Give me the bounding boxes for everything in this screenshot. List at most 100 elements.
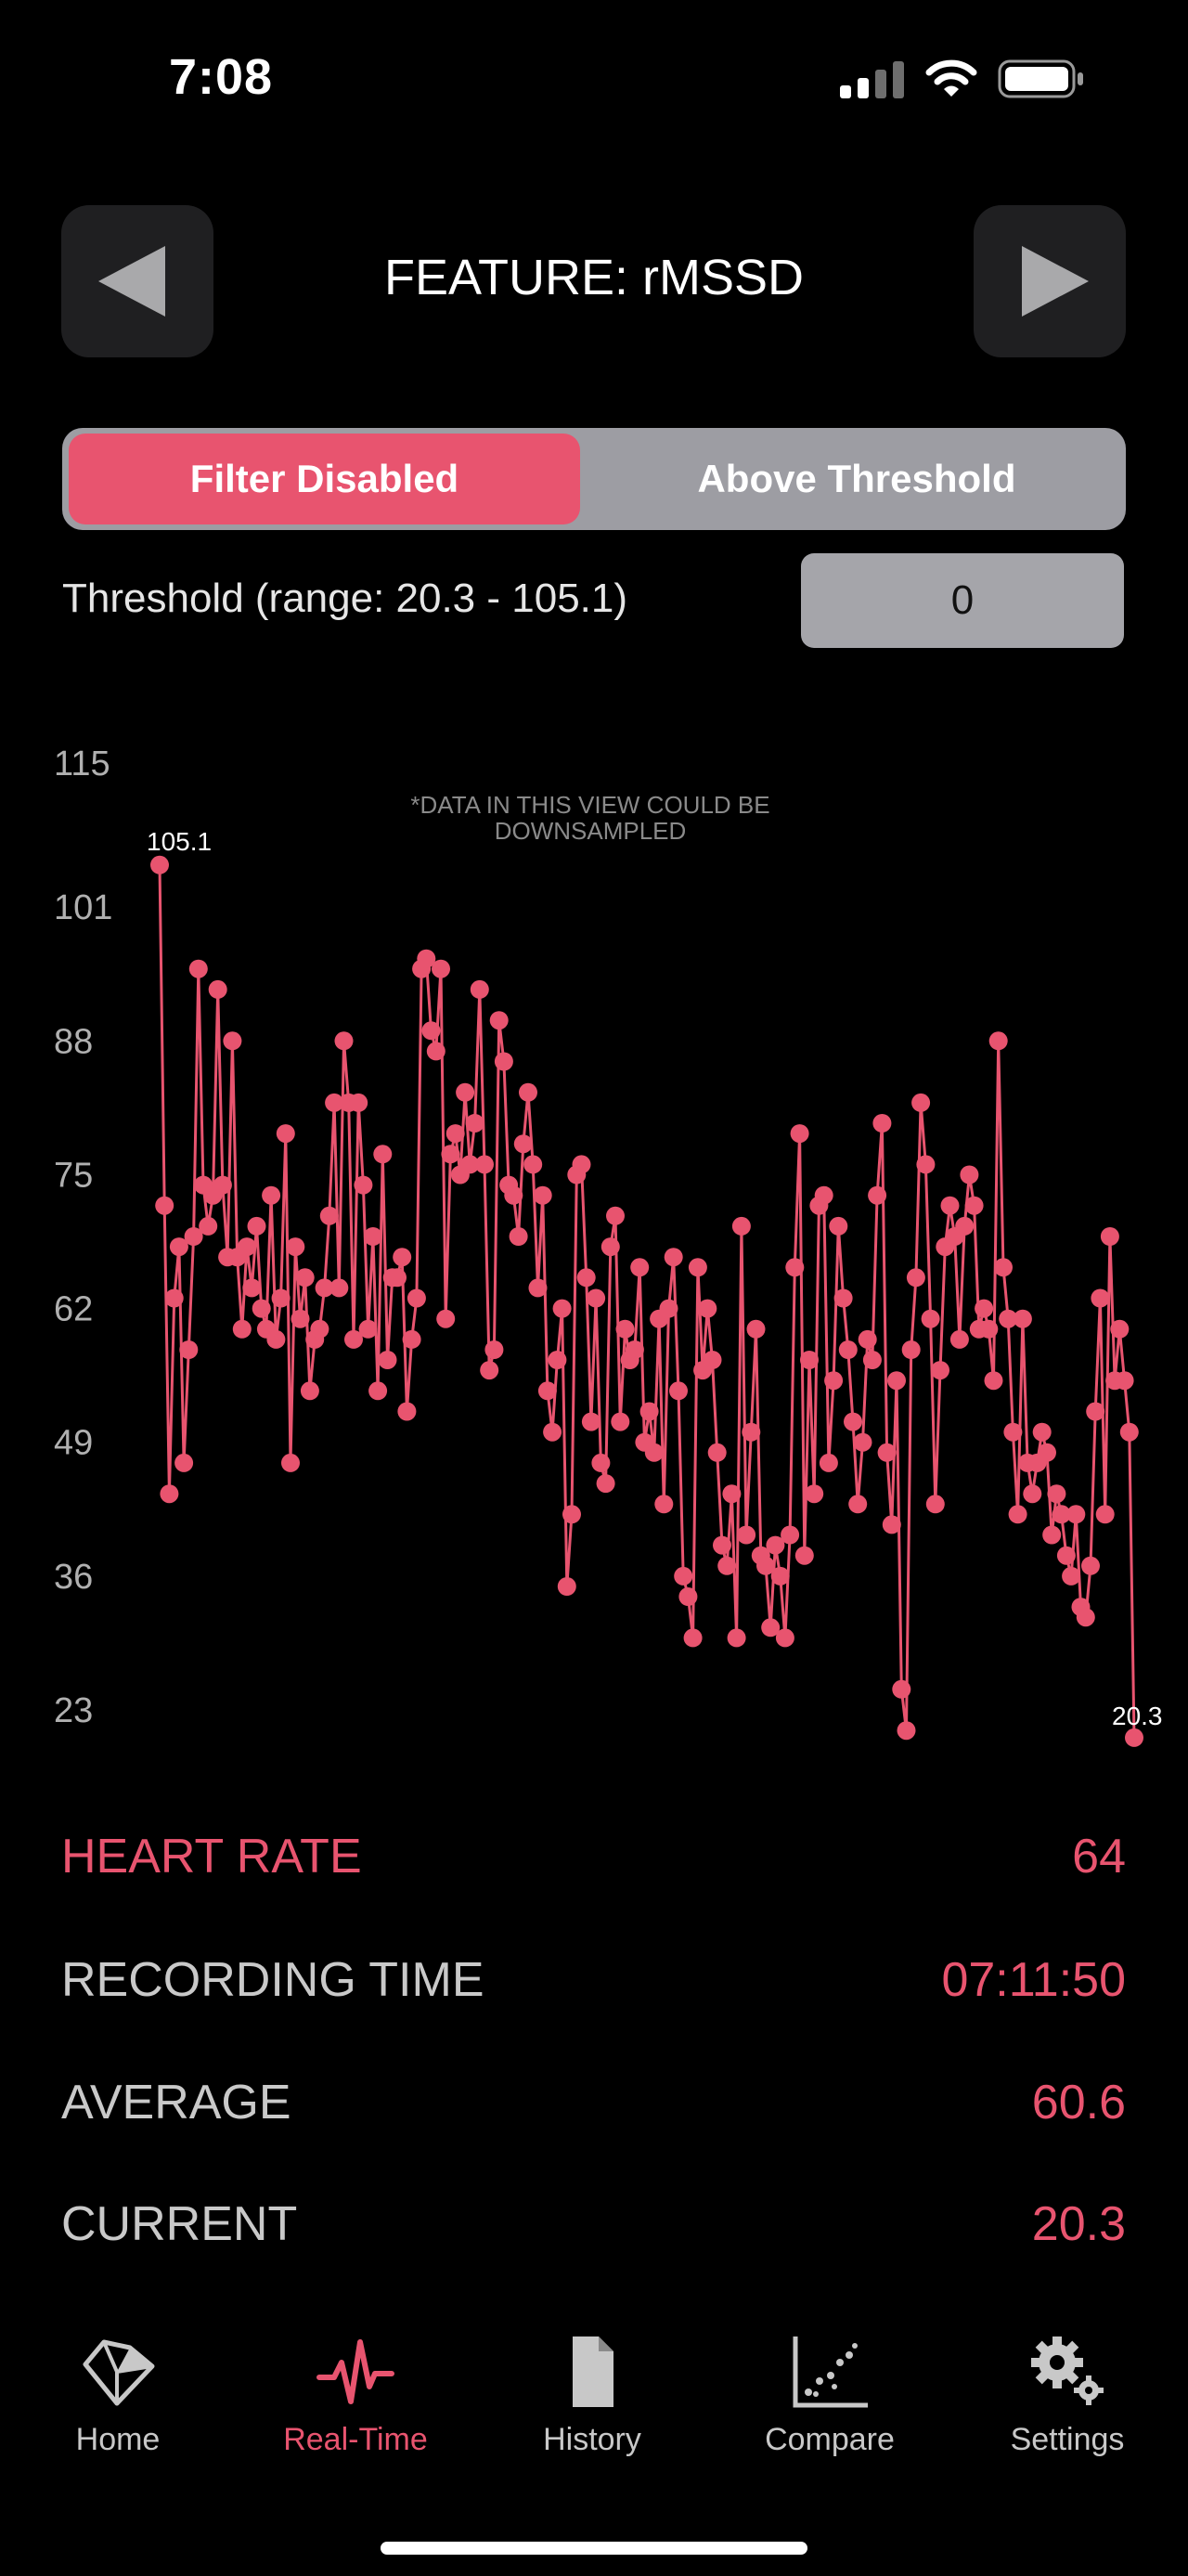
threshold-input[interactable]: 0	[801, 553, 1124, 648]
data-point	[393, 1248, 412, 1267]
data-point	[853, 1432, 872, 1452]
data-point	[862, 1351, 882, 1369]
tab-settings[interactable]: Settings	[975, 2335, 1160, 2458]
data-point	[174, 1453, 194, 1472]
data-point	[1056, 1546, 1076, 1565]
document-icon	[573, 2337, 613, 2407]
data-point	[722, 1484, 742, 1504]
tab-home[interactable]: Home	[25, 2335, 211, 2458]
data-point	[630, 1258, 650, 1277]
data-point	[794, 1546, 814, 1565]
segment-filter-disabled[interactable]: Filter Disabled	[69, 434, 580, 524]
data-point	[868, 1185, 887, 1205]
gears-icon	[1031, 2337, 1104, 2405]
data-point	[872, 1114, 892, 1133]
data-point	[703, 1351, 722, 1369]
data-point	[1091, 1288, 1110, 1308]
data-point	[940, 1196, 960, 1215]
data-point	[897, 1721, 916, 1741]
data-point	[407, 1288, 426, 1308]
data-point	[509, 1227, 528, 1246]
filter-segmented-control: Filter Disabled Above Threshold	[62, 428, 1126, 530]
data-point	[1086, 1402, 1105, 1421]
tab-history[interactable]: History	[499, 2335, 685, 2458]
data-point	[315, 1278, 334, 1298]
data-point	[150, 855, 169, 874]
heart-cube-icon	[83, 2339, 155, 2406]
previous-feature-button[interactable]	[61, 205, 213, 357]
data-point	[291, 1309, 310, 1328]
data-point	[731, 1216, 751, 1236]
data-point	[470, 979, 489, 999]
data-point	[266, 1329, 286, 1349]
data-point	[484, 1340, 504, 1359]
tab-realtime[interactable]: Real-Time	[263, 2335, 448, 2458]
data-point	[975, 1299, 994, 1318]
data-point	[1066, 1505, 1086, 1524]
rmssd-line-chart: 115 101 88 75 62 49 36 23 *DATA IN THIS VIEW CO…	[54, 744, 1163, 1747]
segment-above-threshold[interactable]: Above Threshold	[697, 457, 1016, 500]
data-point	[432, 959, 450, 978]
status-time: 7:08	[169, 49, 274, 105]
data-point	[160, 1484, 179, 1504]
data-point	[179, 1340, 199, 1359]
data-point	[528, 1278, 548, 1298]
data-point	[707, 1443, 727, 1462]
data-point	[906, 1268, 925, 1288]
downsample-note-line-2: DOWNSAMPLED	[495, 817, 687, 845]
current-label: CURRENT	[61, 2197, 298, 2251]
data-point	[349, 1093, 368, 1112]
data-point	[1100, 1227, 1119, 1246]
data-point	[844, 1412, 862, 1431]
data-point	[1119, 1422, 1139, 1442]
data-point	[615, 1319, 635, 1339]
next-feature-button[interactable]	[974, 205, 1126, 357]
tab-settings-label: Settings	[1010, 2422, 1125, 2457]
max-value-label: 105.1	[147, 827, 212, 856]
data-point	[1032, 1422, 1052, 1442]
triangle-left-icon	[98, 246, 165, 317]
data-point	[460, 1155, 480, 1174]
data-point	[756, 1556, 775, 1575]
data-point	[480, 1361, 499, 1380]
data-point	[223, 1031, 242, 1051]
data-point	[388, 1268, 407, 1288]
data-point	[746, 1319, 766, 1339]
data-point	[208, 979, 227, 999]
data-point	[1110, 1319, 1130, 1339]
data-point	[164, 1288, 184, 1308]
data-point	[358, 1319, 378, 1339]
data-point	[325, 1093, 344, 1112]
tab-compare-label: Compare	[765, 2422, 895, 2457]
data-point	[1125, 1728, 1143, 1747]
data-point	[994, 1258, 1013, 1277]
average-label: AVERAGE	[61, 2076, 291, 2129]
data-point	[800, 1351, 819, 1369]
page-title: FEATURE: rMSSD	[383, 250, 804, 305]
tab-compare[interactable]: Compare	[737, 2335, 923, 2458]
data-point	[911, 1093, 931, 1112]
data-point	[984, 1371, 1003, 1391]
data-point	[678, 1587, 698, 1606]
downsample-note-line-1: *DATA IN THIS VIEW COULD BE	[410, 791, 769, 819]
data-point	[1052, 1505, 1071, 1524]
data-point	[519, 1082, 537, 1102]
data-point	[276, 1124, 295, 1144]
data-point	[169, 1237, 188, 1257]
heartbeat-pulse-icon	[316, 2339, 394, 2404]
data-point	[742, 1422, 761, 1442]
data-point	[199, 1216, 218, 1236]
data-point	[1023, 1484, 1042, 1504]
data-point	[727, 1628, 746, 1648]
data-point	[688, 1258, 707, 1277]
data-point	[543, 1422, 562, 1442]
data-point	[775, 1628, 794, 1648]
data-point	[600, 1237, 620, 1257]
data-point	[761, 1618, 781, 1638]
data-point	[465, 1114, 484, 1133]
data-point	[829, 1216, 848, 1236]
data-point	[781, 1525, 800, 1545]
data-point	[955, 1216, 975, 1236]
data-point	[916, 1155, 936, 1174]
data-point	[184, 1227, 203, 1246]
